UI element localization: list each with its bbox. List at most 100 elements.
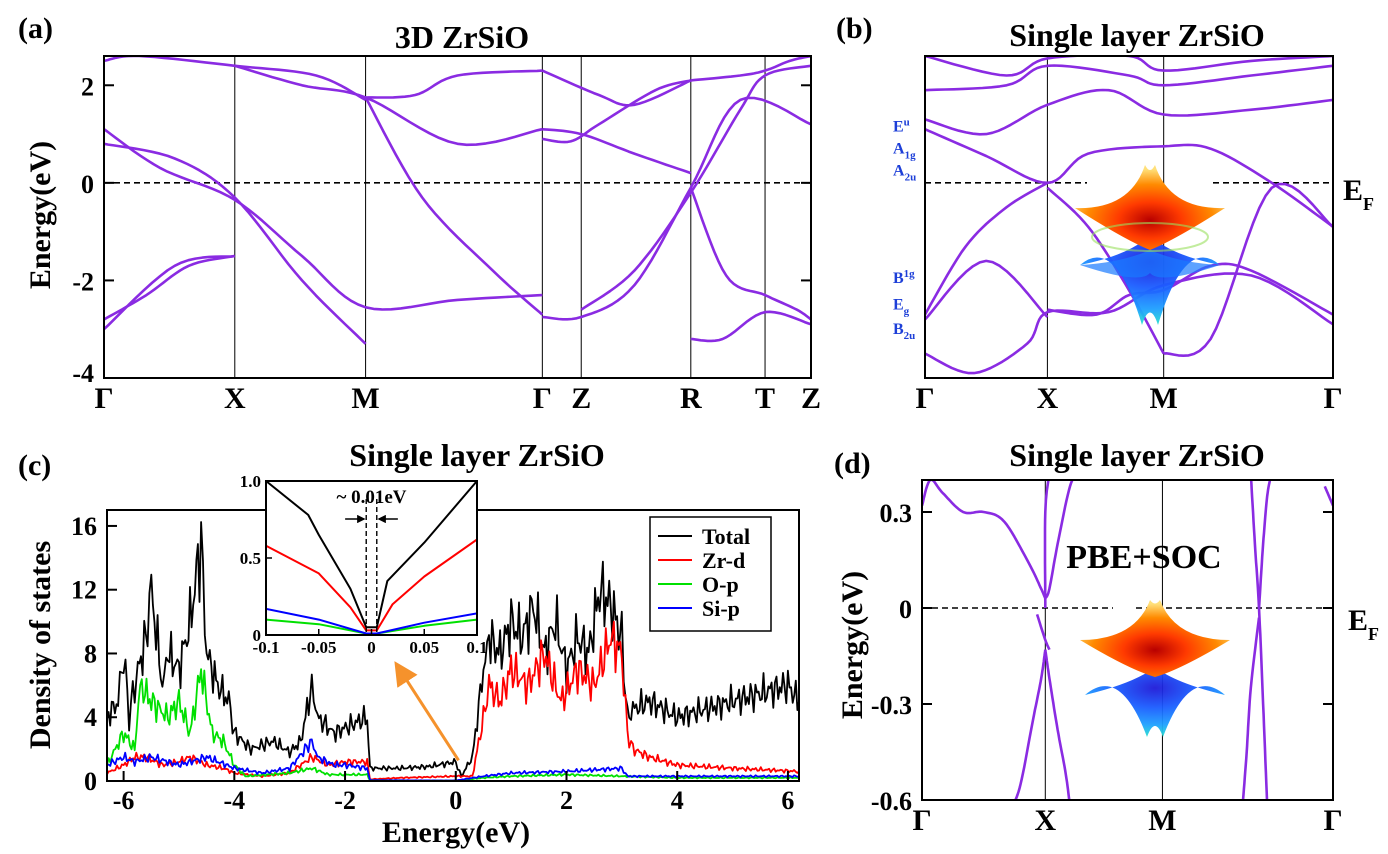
band-line-9	[925, 56, 1333, 77]
ylabel-a: Energy(eV)	[24, 141, 57, 289]
ytick-label: 16	[71, 512, 97, 541]
kpoint-label: T	[755, 382, 775, 415]
band-line-9	[690, 310, 811, 343]
plot-frame	[103, 55, 812, 379]
band-line-8	[925, 88, 1333, 136]
inset-ytick-label: 0	[253, 626, 262, 645]
inset-xtick-label: 0.05	[409, 638, 439, 657]
band-line-5	[364, 96, 544, 316]
ytick-label: 0	[899, 595, 912, 624]
ylabel-d: Energy(eV)	[836, 571, 869, 719]
panel-label-c: (c)	[18, 449, 51, 482]
xtick-label: -2	[334, 786, 356, 815]
band-line-7	[542, 96, 811, 321]
inset-xtick-label: 0.1	[466, 638, 487, 657]
panel-label-a: (a)	[18, 12, 53, 45]
kpoint-label: X	[1037, 382, 1059, 415]
symmetry-label: Eg	[893, 297, 910, 318]
band-line-1	[1044, 480, 1074, 600]
band-line-3	[1044, 649, 1071, 800]
band-line-9	[1323, 485, 1333, 507]
inset-xtick-label: -0.1	[253, 638, 280, 657]
band-line-2	[925, 259, 1049, 321]
xlabel-c: Energy(eV)	[382, 816, 530, 849]
band-line-7	[925, 64, 1333, 92]
band-line-8	[580, 64, 811, 311]
panel-d-band-structure-soc: -0.6 -0.3 0 0.3 Γ X M Γ	[871, 479, 1343, 837]
kpoint-label: M	[351, 382, 379, 415]
symmetry-label: A2u	[893, 163, 916, 184]
band-line-0	[925, 128, 1333, 228]
band-line-7	[1257, 480, 1272, 609]
inset-xtick-label: -0.05	[301, 638, 336, 657]
dirac-cone-3d-image-d	[1080, 600, 1230, 737]
legend-label: Total	[702, 524, 750, 549]
band-line-5	[1043, 480, 1050, 608]
ytick-label: -0.3	[871, 691, 912, 720]
xtick-label: 6	[781, 786, 794, 815]
band-line-13	[690, 56, 811, 82]
band-line-4	[1163, 182, 1333, 357]
panel-label-b: (b)	[836, 12, 873, 45]
kpoint-label: Γ	[533, 382, 552, 415]
band-line-12	[541, 69, 692, 107]
fermi-label-b: EF	[1343, 174, 1374, 214]
xtick-label: 2	[560, 786, 573, 815]
plot-frame	[921, 479, 1334, 801]
kpoint-label: X	[224, 382, 246, 415]
band-line-15	[542, 79, 692, 144]
plot-frame	[924, 55, 1334, 379]
xtick-label: 4	[671, 786, 684, 815]
kpoint-label: R	[680, 382, 702, 415]
kpoint-label: Γ	[94, 382, 113, 415]
inset-ytick-label: 0.5	[240, 549, 261, 568]
dos-line-total	[107, 521, 799, 777]
band-line-0	[922, 480, 1047, 600]
kpoint-label: Γ	[915, 382, 934, 415]
pbe-soc-annotation: PBE+SOC	[1066, 539, 1221, 576]
ytick-label: 0	[84, 767, 97, 796]
band-line-10	[689, 187, 811, 321]
xtick-label: -4	[223, 786, 245, 815]
ytick-label: 8	[84, 639, 97, 668]
symmetry-label: Eu	[893, 117, 910, 136]
legend-label: Si-p	[702, 596, 740, 621]
band-line-1	[925, 181, 1049, 316]
band-line-4	[1035, 614, 1051, 651]
ylabel-c: Density of states	[24, 541, 57, 749]
band-line-6	[542, 127, 692, 175]
inset-xtick-label: 0	[367, 638, 376, 657]
ytick-label: 4	[84, 703, 97, 732]
ytick-label: 12	[71, 576, 97, 605]
dirac-cone-3d-image-b	[1075, 165, 1225, 325]
panel-label-d: (d)	[834, 447, 871, 480]
kpoint-label: Γ	[912, 804, 931, 837]
kpoint-label: Γ	[1323, 382, 1342, 415]
kpoint-label: Γ	[1323, 804, 1342, 837]
kpoint-label: Z	[571, 382, 591, 415]
kpoint-label: M	[1150, 382, 1178, 415]
band-line-3	[104, 142, 367, 345]
ytick-label: -0.6	[871, 787, 912, 816]
gap-annotation: ~ 0.01eV	[336, 487, 406, 508]
title-a: 3D ZrSiO	[395, 19, 529, 55]
band-line-14	[365, 69, 543, 99]
fermi-label-d: EF	[1348, 604, 1379, 644]
ytick-label: -2	[72, 267, 94, 296]
band-line-8	[1241, 617, 1261, 800]
band-line-6	[925, 272, 1333, 375]
band-line-3	[1046, 186, 1165, 355]
title-c: Single layer ZrSiO	[349, 437, 604, 473]
legend-label: O-p	[702, 572, 739, 597]
kpoint-label: M	[1148, 804, 1176, 837]
title-d: Single layer ZrSiO	[1009, 437, 1264, 473]
symmetry-label: B1g	[893, 268, 915, 287]
ytick-label: 0	[81, 170, 94, 199]
xtick-label: 0	[449, 786, 462, 815]
symmetry-label: A1g	[893, 141, 916, 162]
kpoint-label: X	[1034, 804, 1056, 837]
zoom-arrow	[394, 661, 460, 762]
